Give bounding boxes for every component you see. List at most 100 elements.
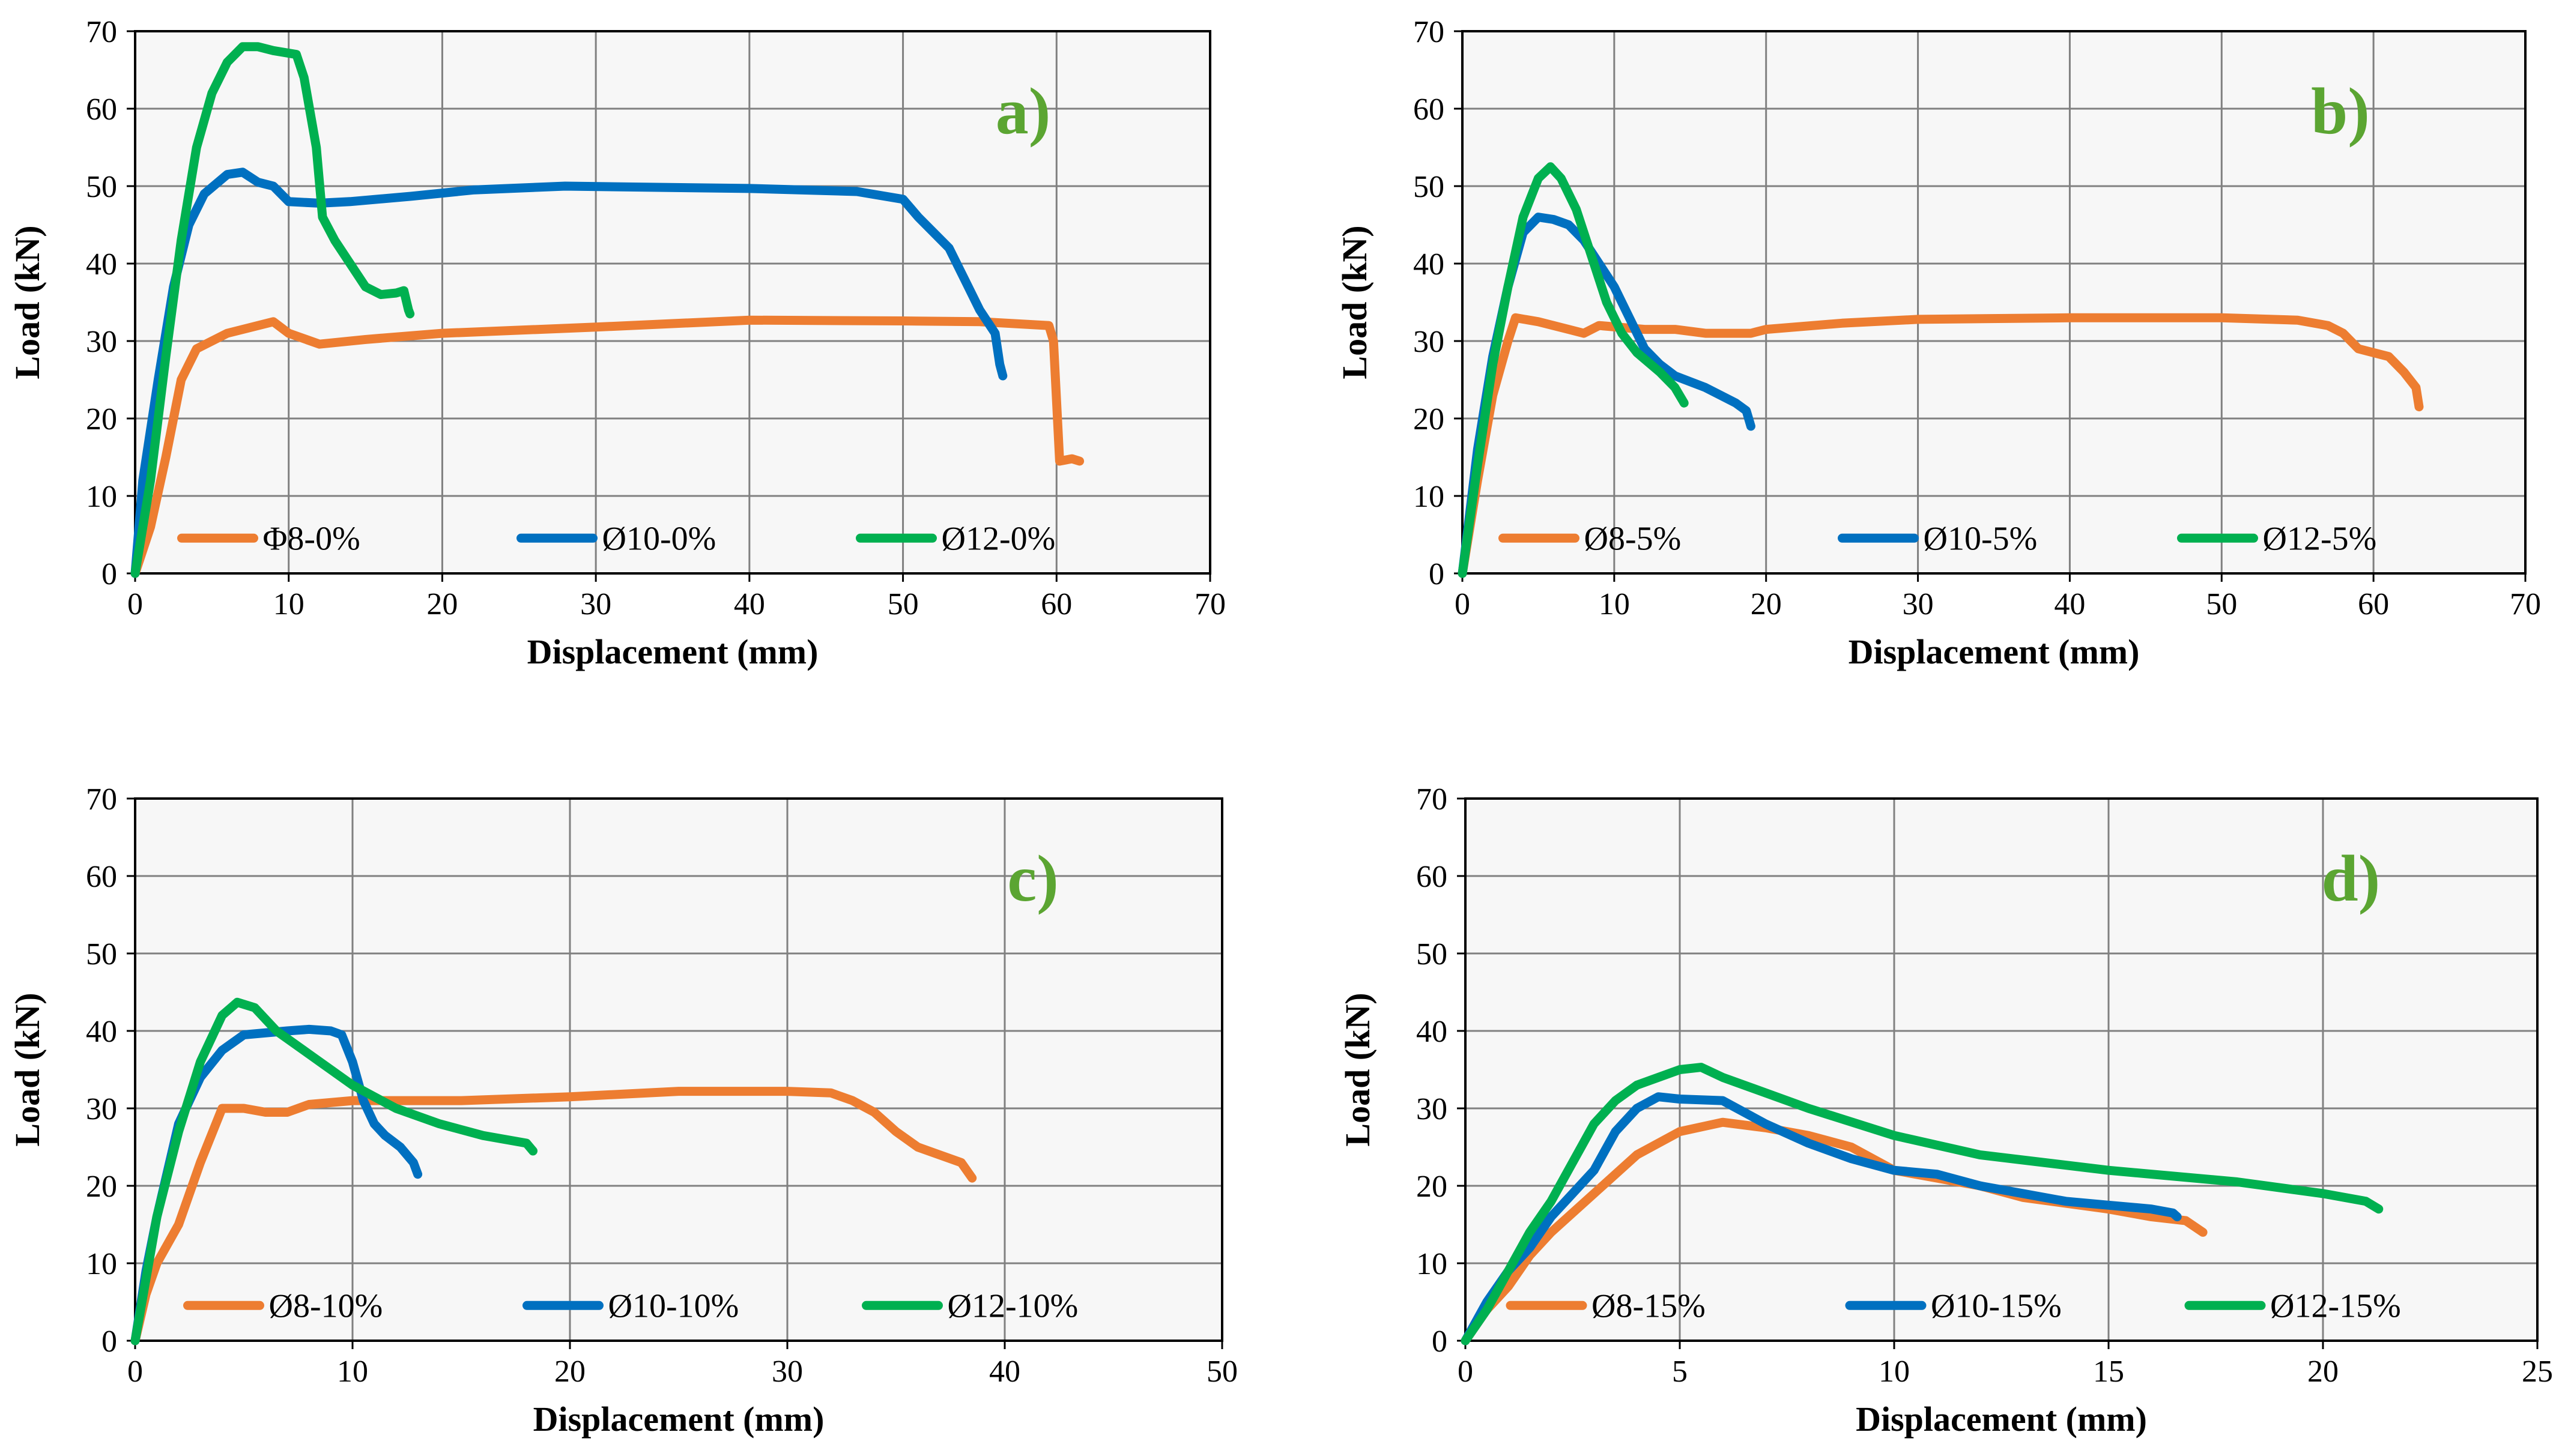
y-tick-label: 10 — [86, 1247, 117, 1281]
y-tick-label: 60 — [86, 92, 117, 127]
x-tick-label: 0 — [1455, 587, 1470, 621]
x-tick-label: 30 — [772, 1355, 803, 1389]
x-tick-label: 5 — [1672, 1355, 1688, 1389]
chart-panel-b: 0 10 20 30 40 50 60 70 0 10 20 30 40 50 60 70 Displaceme… — [1335, 15, 2541, 671]
legend-label: Ø10-0% — [602, 520, 716, 557]
plot-area — [135, 799, 1222, 1341]
y-tick-label: 70 — [1416, 782, 1447, 817]
y-tick-label: 10 — [86, 480, 117, 514]
panel-label: a) — [996, 74, 1051, 148]
plot-border — [1464, 797, 2539, 1342]
y-axis-title: Load (kN) — [1335, 225, 1374, 379]
x-tick-label: 40 — [734, 587, 765, 621]
series-line-green — [1458, 162, 1689, 578]
y-axis-title: Load (kN) — [1338, 992, 1377, 1146]
x-tick-label: 10 — [1879, 1355, 1910, 1389]
y-tick-label: 50 — [1413, 170, 1444, 204]
y-tick-label: 10 — [1413, 480, 1444, 514]
y-tick-label: 60 — [1413, 92, 1444, 127]
y-tick-label: 20 — [1416, 1170, 1447, 1204]
plot-border — [1461, 30, 2527, 575]
series-line-orange — [130, 1087, 977, 1346]
series-line-orange — [130, 315, 1085, 578]
y-tick-label: 40 — [1416, 1015, 1447, 1049]
series-line-blue — [1461, 1092, 2182, 1346]
series-line-green — [130, 42, 415, 578]
x-tick-label: 50 — [888, 587, 919, 621]
y-tick-label: 70 — [86, 15, 117, 49]
legend-label: Ø8-15% — [1591, 1287, 1706, 1325]
y-axis-title: Load (kN) — [8, 225, 47, 379]
x-tick-label: 20 — [426, 587, 458, 621]
y-tick-label: 0 — [101, 557, 117, 591]
x-tick-label: 10 — [273, 587, 304, 621]
legend-label: Ø10-10% — [608, 1287, 739, 1325]
series-line-green — [1461, 1063, 2384, 1346]
y-tick-label: 20 — [1413, 402, 1444, 436]
x-tick-label: 25 — [2522, 1355, 2553, 1389]
panel-label: b) — [2311, 74, 2370, 148]
y-tick-label: 30 — [86, 325, 117, 359]
series-line-blue — [130, 168, 1008, 578]
plot-border — [134, 797, 1223, 1342]
legend-label: Ø10-15% — [1931, 1287, 2062, 1325]
panel-label: c) — [1007, 842, 1058, 915]
x-tick-label: 20 — [554, 1355, 586, 1389]
chart-panel-d: 0 5 10 15 20 25 0 10 20 30 40 50 60 70 Displacement (m… — [1338, 782, 2553, 1439]
y-tick-label: 10 — [1416, 1247, 1447, 1281]
x-axis-title: Displacement (mm) — [1856, 1400, 2147, 1439]
x-tick-label: 30 — [580, 587, 611, 621]
x-tick-label: 10 — [337, 1355, 368, 1389]
x-axis-title: Displacement (mm) — [1849, 632, 2140, 671]
y-tick-label: 30 — [1413, 325, 1444, 359]
x-tick-label: 30 — [1903, 587, 1934, 621]
y-tick-label: 60 — [1416, 860, 1447, 894]
y-tick-label: 40 — [1413, 247, 1444, 282]
x-axis-title: Displacement (mm) — [527, 632, 819, 671]
x-axis-title: Displacement (mm) — [533, 1400, 825, 1439]
legend-label: Ø8-5% — [1584, 520, 1682, 557]
y-tick-label: 0 — [1432, 1325, 1447, 1359]
x-tick-label: 10 — [1599, 587, 1630, 621]
y-tick-label: 60 — [86, 860, 117, 894]
legend-label: Ø12-0% — [942, 520, 1056, 557]
y-tick-label: 70 — [1413, 15, 1444, 49]
legend-label: Ø10-5% — [1924, 520, 2038, 557]
y-tick-label: 0 — [101, 1325, 117, 1359]
chart-panel-c: 0 10 20 30 40 50 0 10 20 30 40 50 60 70 Displacement (… — [8, 782, 1238, 1439]
series-line-orange — [1458, 313, 2424, 578]
x-tick-label: 20 — [1751, 587, 1782, 621]
x-tick-label: 70 — [1195, 587, 1226, 621]
x-tick-label: 20 — [2307, 1355, 2339, 1389]
x-tick-label: 40 — [2054, 587, 2085, 621]
x-tick-label: 60 — [1041, 587, 1072, 621]
y-tick-label: 40 — [86, 1015, 117, 1049]
y-tick-label: 30 — [1416, 1092, 1447, 1126]
y-tick-label: 30 — [86, 1092, 117, 1126]
x-tick-label: 70 — [2510, 587, 2541, 621]
x-tick-label: 15 — [2093, 1355, 2124, 1389]
x-tick-label: 60 — [2358, 587, 2389, 621]
y-tick-label: 0 — [1429, 557, 1444, 591]
plot-area — [1465, 799, 2537, 1341]
x-tick-label: 0 — [127, 587, 143, 621]
y-tick-label: 50 — [86, 170, 117, 204]
legend-label: Ø12-15% — [2270, 1287, 2401, 1325]
y-tick-label: 20 — [86, 402, 117, 436]
x-tick-label: 0 — [1458, 1355, 1473, 1389]
plot-area — [1462, 31, 2525, 573]
y-tick-label: 40 — [86, 247, 117, 282]
series-line-green — [130, 997, 538, 1346]
legend-label: Ø12-5% — [2263, 520, 2377, 557]
panel-label: d) — [2322, 842, 2381, 915]
y-axis-title: Load (kN) — [8, 992, 47, 1146]
y-tick-label: 50 — [86, 937, 117, 971]
legend-label: Ø8-10% — [269, 1287, 383, 1325]
legend-label: Ø12-10% — [948, 1287, 1079, 1325]
x-tick-label: 40 — [989, 1355, 1020, 1389]
plot-border — [134, 30, 1211, 575]
y-tick-label: 20 — [86, 1170, 117, 1204]
x-tick-label: 50 — [1207, 1355, 1238, 1389]
y-tick-label: 50 — [1416, 937, 1447, 971]
